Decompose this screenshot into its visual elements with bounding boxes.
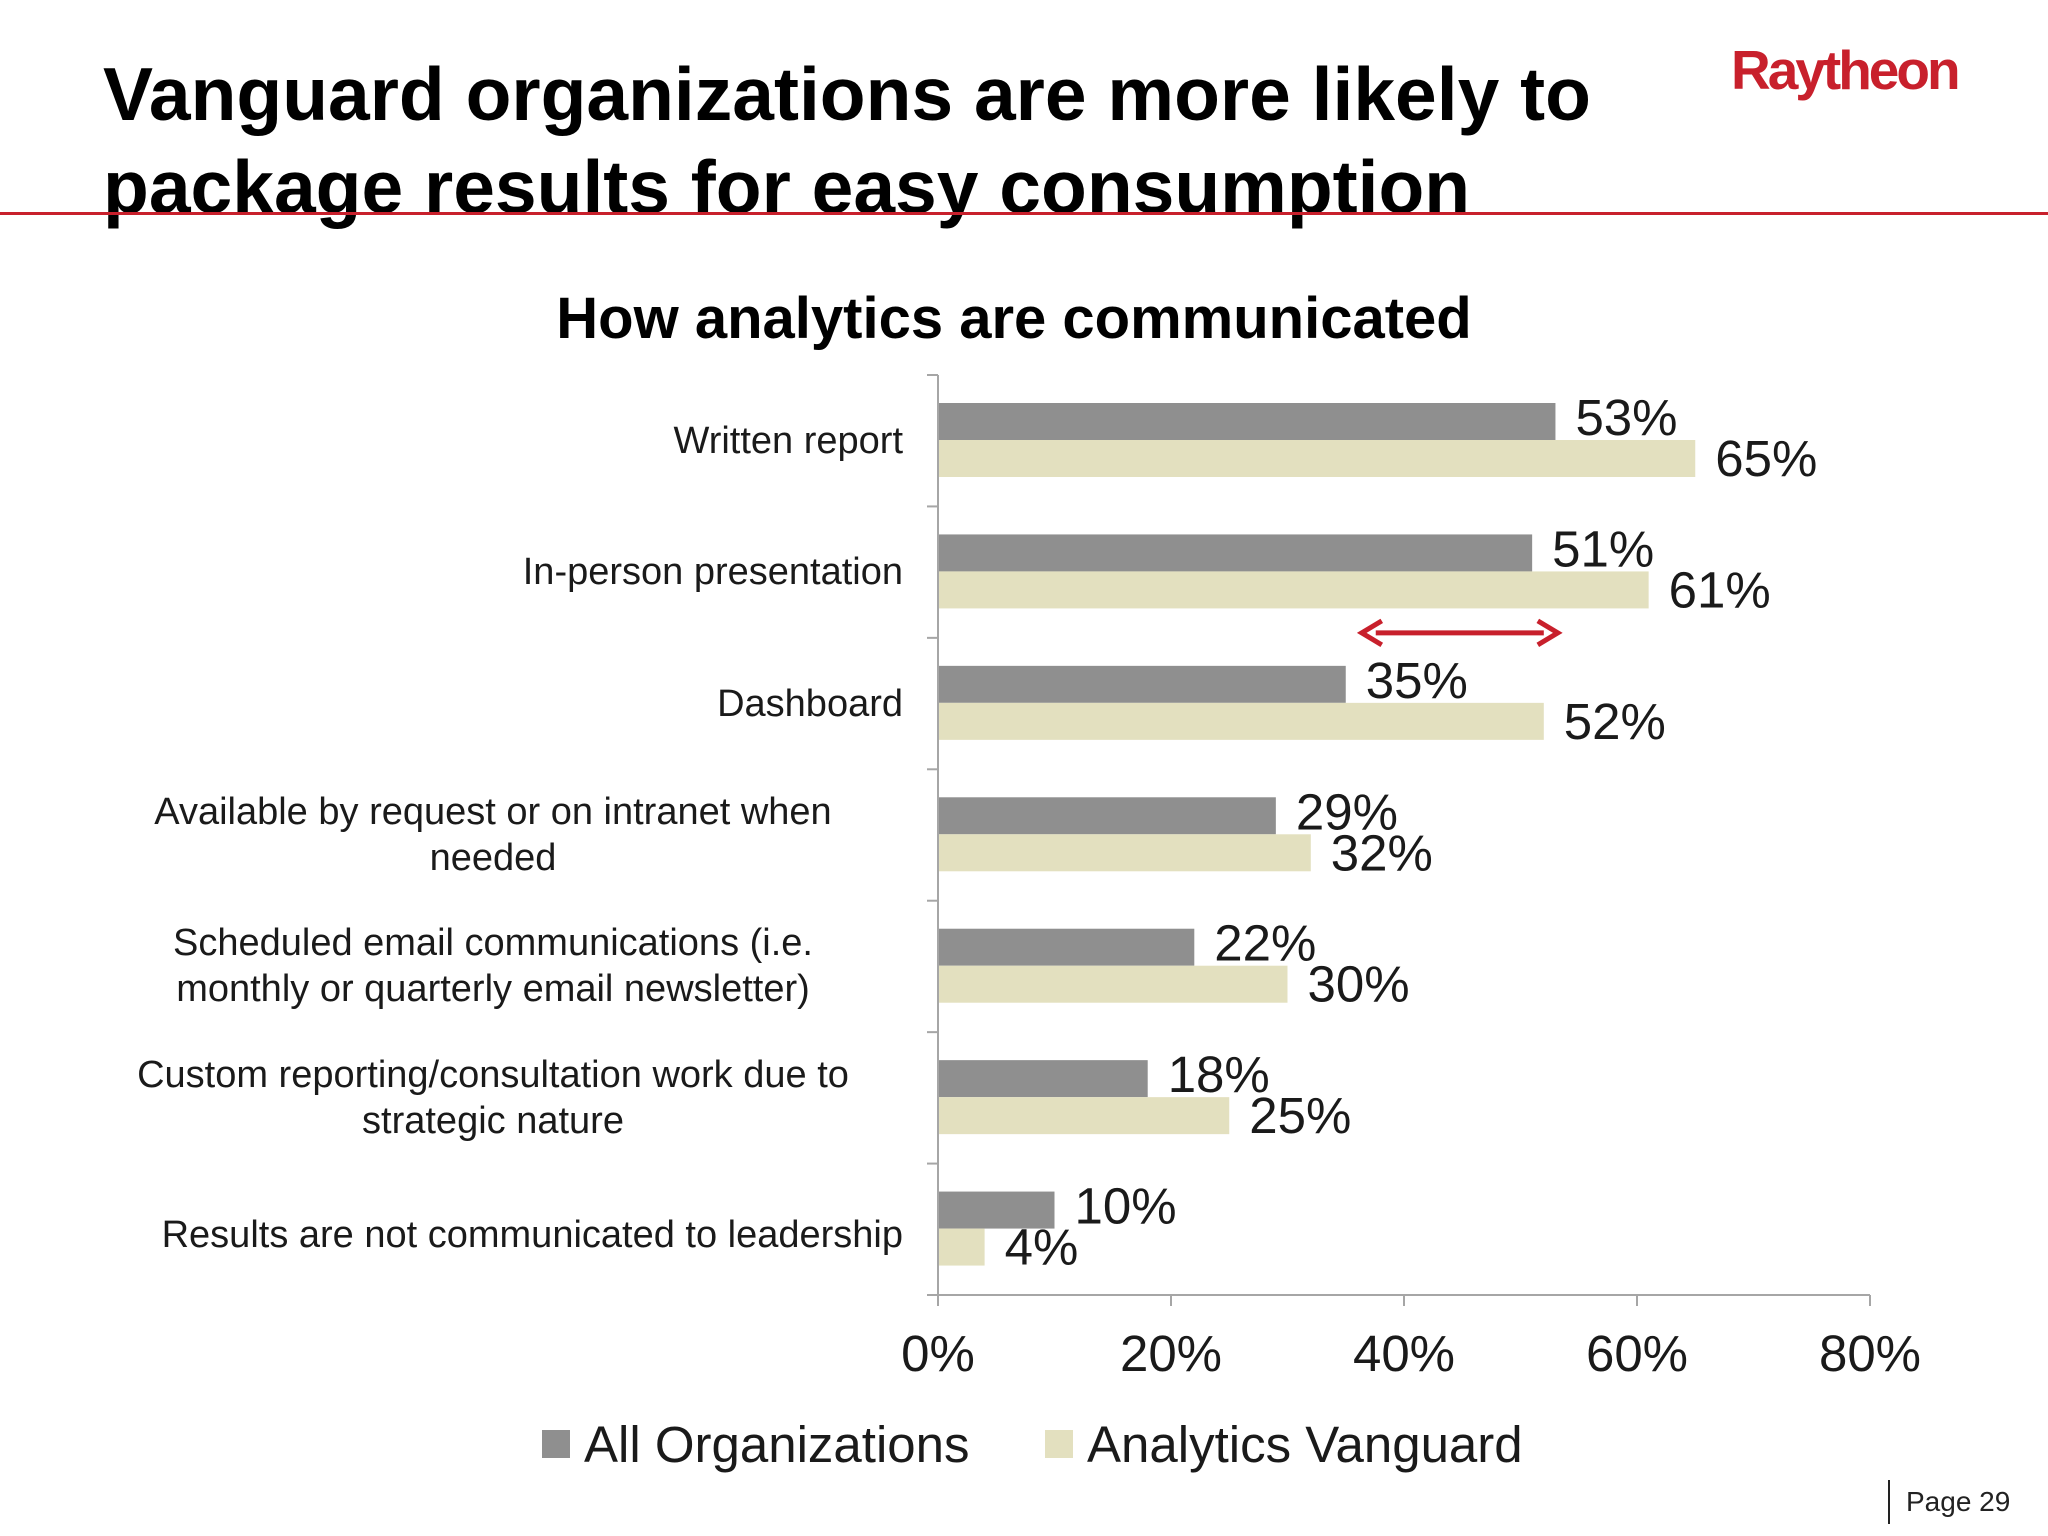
x-tick-label: 40%: [1353, 1325, 1455, 1382]
category-label-line: strategic nature: [362, 1099, 624, 1142]
x-tick-label: 80%: [1819, 1325, 1921, 1382]
bar-analytics-vanguard: [939, 1228, 985, 1266]
data-label: 22%: [1214, 915, 1316, 972]
x-tick-label: 60%: [1586, 1325, 1688, 1382]
data-label: 65%: [1715, 430, 1817, 487]
arrow-head-left: [1356, 618, 1384, 648]
data-label: 61%: [1669, 561, 1771, 618]
category-label-line: Scheduled email communications (i.e.: [173, 922, 813, 965]
bar-all-organizations: [939, 403, 1556, 440]
category-label-line: needed: [429, 837, 557, 879]
category-label-line: In-person presentation: [522, 551, 903, 594]
category-label: Scheduled email communications (i.e. mont…: [83, 920, 903, 1012]
category-label-line: Custom reporting/consultation work due t…: [137, 1053, 849, 1096]
legend-item-analytics-vanguard: Analytics Vanguard: [1045, 1415, 1523, 1475]
legend-item-all-organizations: All Organizations: [542, 1415, 970, 1475]
data-label: 18%: [1168, 1046, 1270, 1103]
bar-all-organizations: [939, 534, 1533, 572]
bar-analytics-vanguard: [939, 702, 1544, 740]
data-label: 30%: [1308, 956, 1410, 1013]
category-label-line: Dashboard: [717, 682, 903, 725]
category-label: Dashboard: [83, 681, 903, 727]
bar-analytics-vanguard: [939, 440, 1696, 477]
bar-all-organizations: [939, 665, 1346, 703]
data-label: 25%: [1249, 1087, 1351, 1144]
raytheon-logo: Raytheon: [1731, 39, 1961, 101]
legend-swatch: [1045, 1430, 1073, 1458]
x-tick-label: 20%: [1120, 1325, 1222, 1382]
bar-analytics-vanguard: [939, 834, 1311, 872]
slide-title: Vanguard organizations are more likely t…: [103, 48, 1703, 234]
bar-all-organizations: [939, 1060, 1148, 1098]
bar-analytics-vanguard: [939, 571, 1649, 609]
data-label: 32%: [1331, 824, 1433, 881]
arrow-head-right: [1536, 618, 1563, 648]
category-label: Results are not communicated to leadersh…: [83, 1212, 903, 1258]
bar-analytics-vanguard: [939, 965, 1288, 1003]
category-label-line: monthly or quarterly email newsletter): [176, 968, 810, 1011]
bar-all-organizations: [939, 1191, 1055, 1229]
category-label-line: Available by request or on intranet when: [154, 791, 832, 833]
legend-label: All Organizations: [584, 1416, 970, 1473]
slide-title-line-2: package results for easy consumption: [103, 145, 1471, 229]
data-label: 4%: [1005, 1219, 1079, 1276]
category-label: Written report: [83, 418, 903, 464]
category-label-line: Written report: [673, 419, 903, 462]
data-label: 29%: [1296, 783, 1398, 840]
legend-swatch: [542, 1430, 570, 1458]
category-label: In-person presentation: [83, 549, 903, 595]
x-tick-label: 0%: [901, 1325, 975, 1382]
bar-analytics-vanguard: [939, 1097, 1230, 1135]
data-label: 52%: [1564, 693, 1666, 750]
slide-title-line-1: Vanguard organizations are more likely t…: [103, 52, 1591, 136]
legend-label: Analytics Vanguard: [1087, 1416, 1523, 1473]
chart-title: How analytics are communicated: [556, 286, 1472, 351]
bar-all-organizations: [939, 797, 1276, 835]
category-label: Custom reporting/consultation work due t…: [83, 1052, 903, 1144]
bar-all-organizations: [939, 928, 1195, 966]
data-label: 51%: [1552, 520, 1654, 577]
category-label-line: Results are not communicated to leadersh…: [161, 1214, 903, 1257]
title-divider: [0, 212, 2048, 215]
category-label: Available by request or on intranet when…: [83, 789, 903, 881]
data-label: 35%: [1366, 652, 1468, 709]
data-label: 53%: [1575, 389, 1677, 446]
data-label: 10%: [1075, 1178, 1177, 1235]
page-number: Page 29: [1888, 1480, 2010, 1524]
